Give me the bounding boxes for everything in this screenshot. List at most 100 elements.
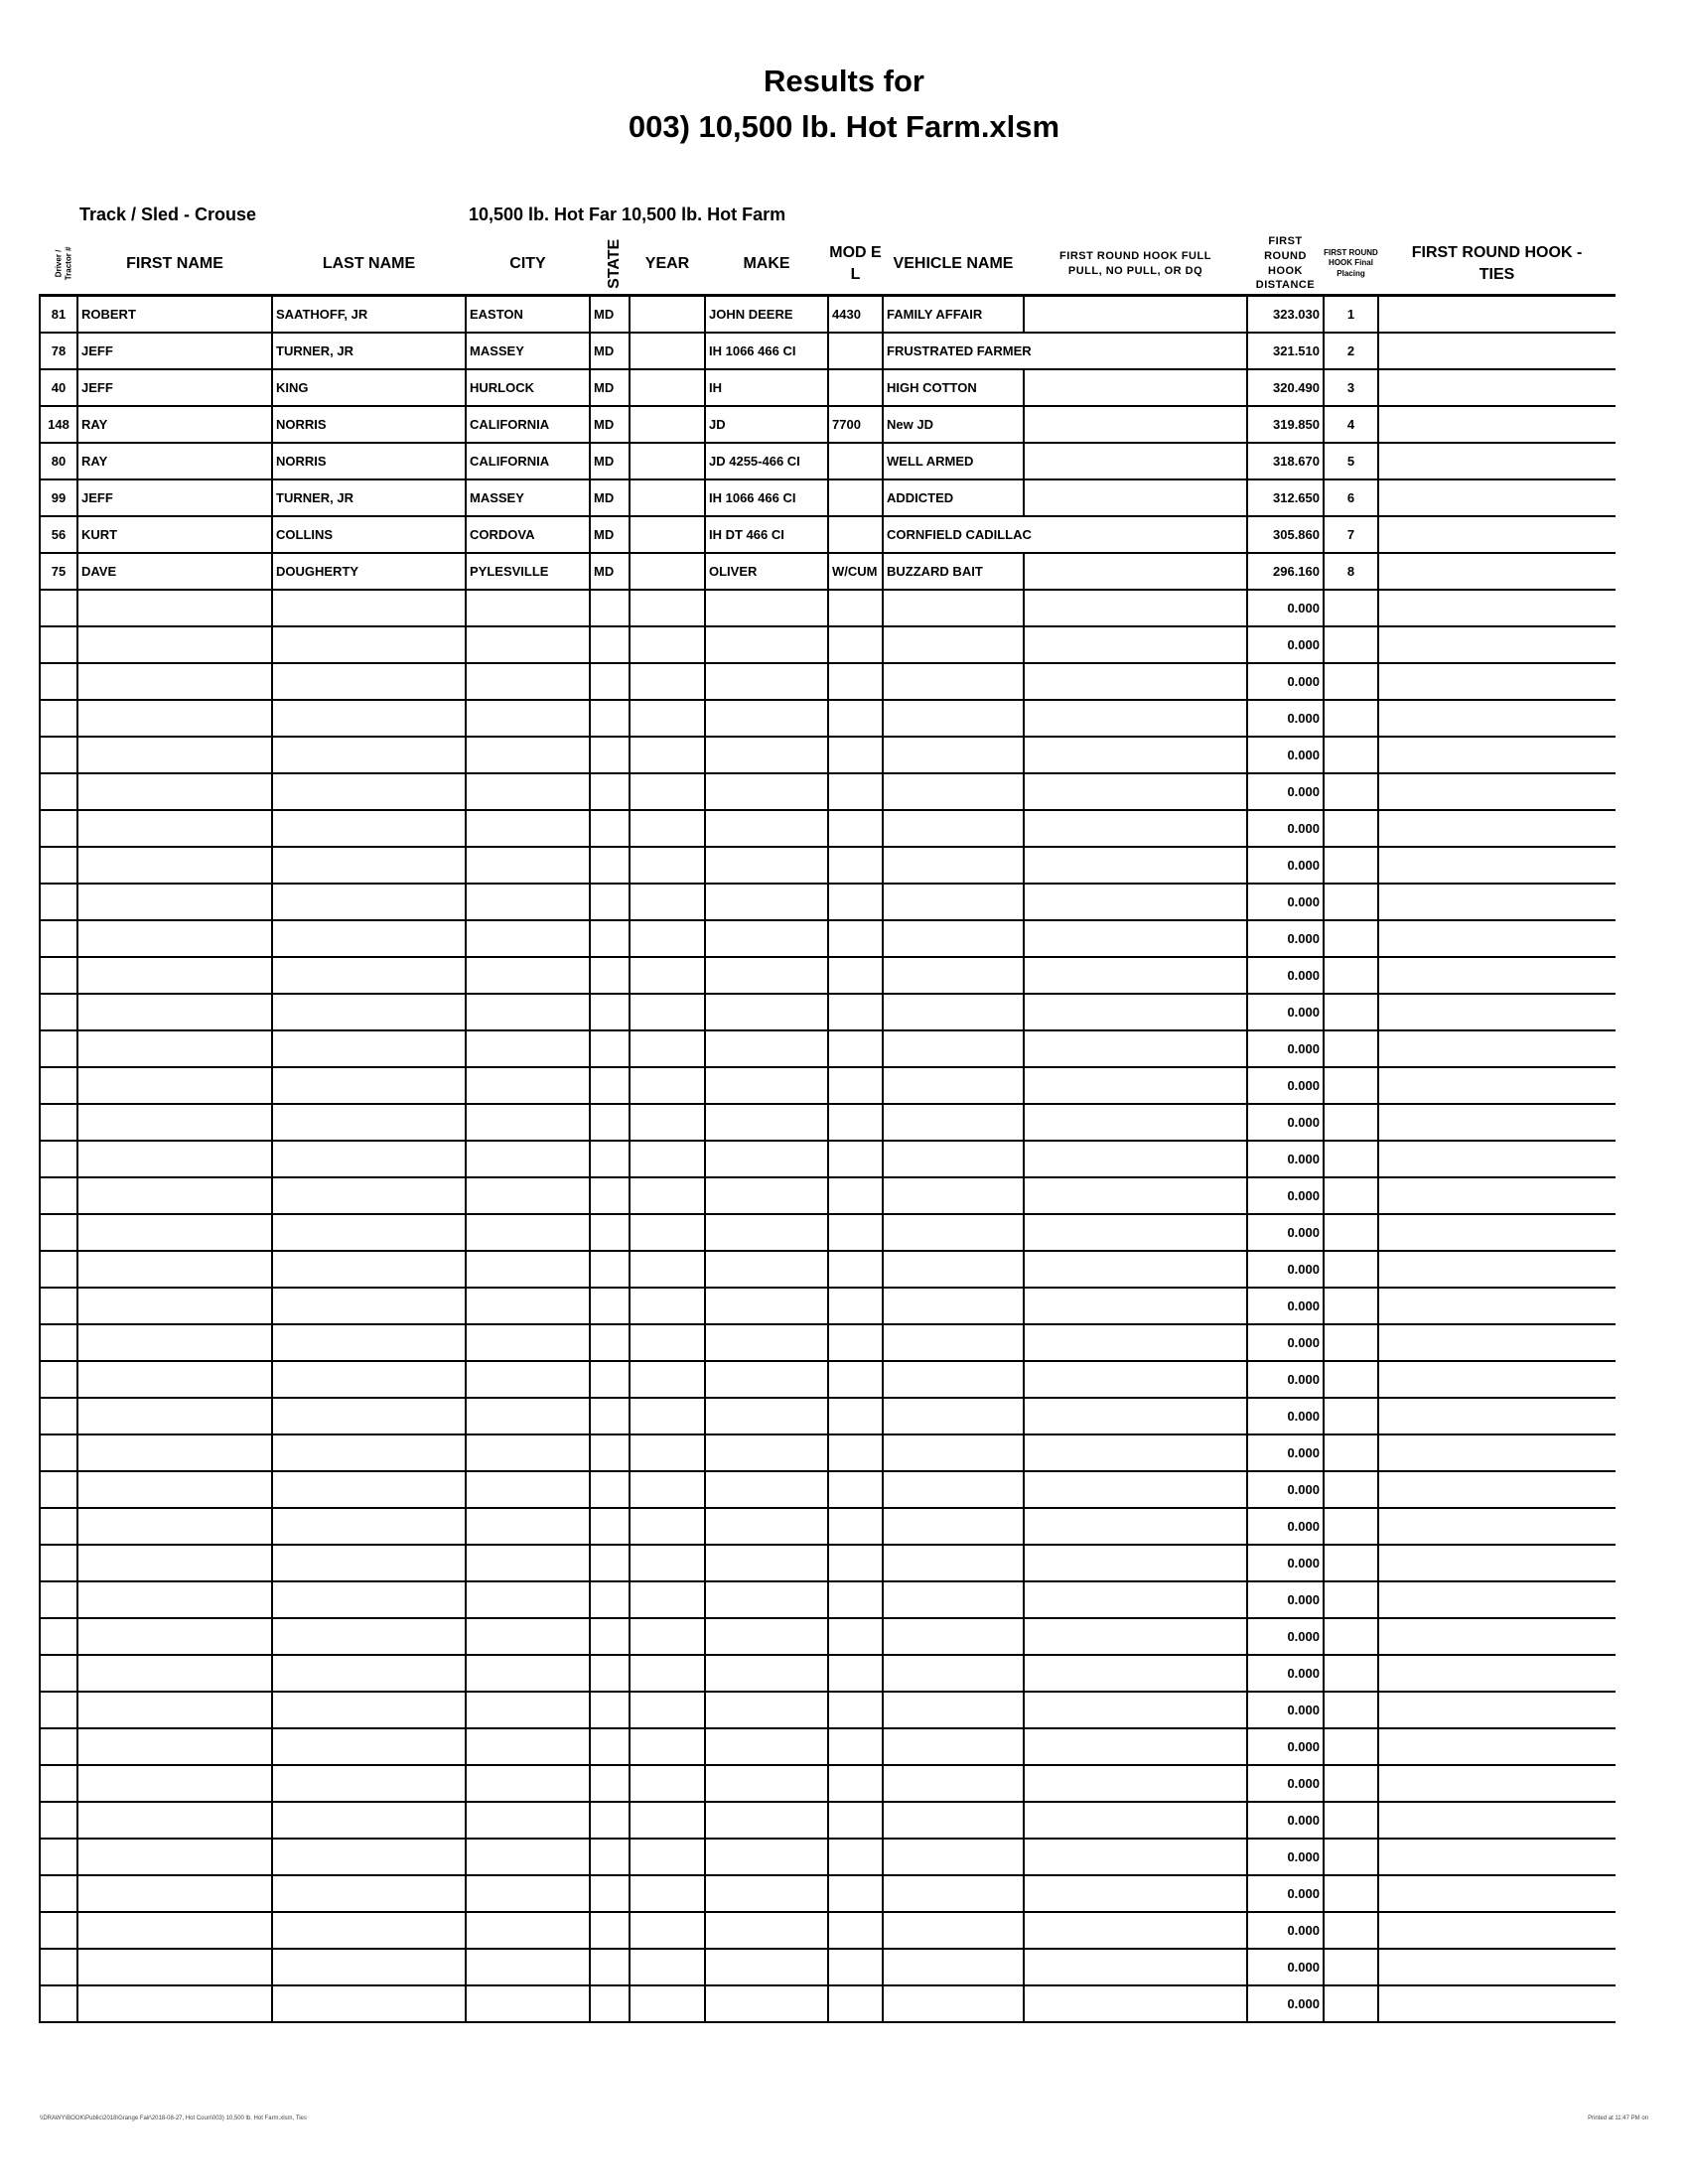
cell-ties: [1377, 1802, 1616, 1840]
cell-model: 4430: [827, 294, 884, 334]
col-ties: FIRST ROUND HOOK - TIES: [1411, 243, 1583, 283]
cell-placing: [1323, 1508, 1379, 1546]
cell-placing: [1323, 1655, 1379, 1693]
cell-make: [704, 773, 829, 811]
cell-state: MD: [589, 479, 631, 517]
cell-driver-number: [39, 1104, 78, 1142]
cell-hook-status: [1023, 1434, 1248, 1472]
cell-year: [629, 1802, 706, 1840]
cell-model: [827, 1104, 884, 1142]
cell-first-name: [76, 1655, 273, 1693]
cell-state: [589, 1949, 631, 1986]
cell-last-name: [271, 1802, 467, 1840]
cell-hook-distance: 296.160: [1246, 553, 1325, 591]
cell-year: [629, 1251, 706, 1289]
cell-placing: [1323, 957, 1379, 995]
cell-make: [704, 1288, 829, 1325]
cell-ties: [1377, 957, 1616, 995]
cell-first-name: [76, 1765, 273, 1803]
cell-make: [704, 1949, 829, 1986]
cell-placing: [1323, 1471, 1379, 1509]
cell-hook-status: [1023, 294, 1248, 334]
cell-driver-number: 81: [39, 294, 78, 334]
col-make: MAKE: [743, 254, 790, 272]
cell-year: [629, 1618, 706, 1656]
cell-hook-distance: 0.000: [1246, 773, 1325, 811]
cell-last-name: [271, 1728, 467, 1766]
cell-first-name: [76, 590, 273, 627]
cell-first-name: [76, 737, 273, 774]
empty-row: 0.000: [39, 920, 1616, 958]
cell-model: [827, 1875, 884, 1913]
cell-driver-number: 56: [39, 516, 78, 554]
cell-year: [629, 700, 706, 738]
cell-year: [629, 994, 706, 1031]
cell-first-name: [76, 1434, 273, 1472]
cell-first-name: [76, 1214, 273, 1252]
cell-ties: [1377, 479, 1616, 517]
cell-last-name: KING: [271, 369, 467, 407]
cell-hook-distance: 0.000: [1246, 1875, 1325, 1913]
empty-row: 0.000: [39, 1581, 1616, 1619]
empty-row: 0.000: [39, 1361, 1616, 1399]
cell-first-name: [76, 1802, 273, 1840]
cell-ties: [1377, 1508, 1616, 1546]
cell-placing: [1323, 1985, 1379, 2023]
cell-driver-number: [39, 773, 78, 811]
cell-model: [827, 1692, 884, 1729]
table-row: 81 ROBERT SAATHOFF, JR EASTON MD JOHN DEERE 44…: [39, 294, 1616, 334]
cell-model: [827, 663, 884, 701]
cell-vehicle-name: [882, 700, 1025, 738]
cell-vehicle-name: FAMILY AFFAIR: [882, 294, 1025, 334]
cell-year: [629, 1728, 706, 1766]
cell-model: [827, 847, 884, 885]
cell-model: [827, 994, 884, 1031]
col-state: STATE: [606, 238, 624, 289]
cell-state: MD: [589, 369, 631, 407]
cell-last-name: DOUGHERTY: [271, 553, 467, 591]
cell-ties: [1377, 516, 1616, 554]
cell-state: [589, 1508, 631, 1546]
cell-placing: [1323, 626, 1379, 664]
cell-year: [629, 1581, 706, 1619]
cell-make: IH DT 466 CI: [704, 516, 829, 554]
cell-vehicle-name: [882, 1251, 1025, 1289]
cell-driver-number: [39, 1067, 78, 1105]
cell-city: [465, 1618, 591, 1656]
cell-hook-distance: 0.000: [1246, 1141, 1325, 1178]
cell-hook-distance: 0.000: [1246, 1324, 1325, 1362]
cell-make: [704, 737, 829, 774]
cell-placing: [1323, 1765, 1379, 1803]
cell-state: MD: [589, 294, 631, 334]
cell-last-name: [271, 1434, 467, 1472]
cell-city: [465, 1949, 591, 1986]
cell-make: [704, 847, 829, 885]
cell-hook-status: [1023, 1067, 1248, 1105]
cell-vehicle-name: [882, 1655, 1025, 1693]
cell-year: [629, 663, 706, 701]
cell-last-name: TURNER, JR: [271, 333, 467, 370]
cell-state: [589, 626, 631, 664]
cell-ties: [1377, 553, 1616, 591]
cell-city: [465, 626, 591, 664]
col-hook-status: FIRST ROUND HOOK FULL PULL, NO PULL, OR …: [1059, 249, 1211, 277]
cell-year: [629, 443, 706, 480]
cell-year: [629, 1692, 706, 1729]
cell-first-name: DAVE: [76, 553, 273, 591]
cell-year: [629, 369, 706, 407]
cell-city: MASSEY: [465, 479, 591, 517]
cell-driver-number: [39, 1434, 78, 1472]
cell-city: [465, 1581, 591, 1619]
cell-vehicle-name: [882, 1508, 1025, 1546]
cell-city: [465, 1141, 591, 1178]
cell-state: [589, 1655, 631, 1693]
cell-state: [589, 1324, 631, 1362]
cell-hook-status: [1023, 810, 1248, 848]
cell-model: [827, 479, 884, 517]
page-title: Results for: [764, 64, 924, 98]
cell-model: [827, 1728, 884, 1766]
cell-state: [589, 1912, 631, 1950]
cell-state: [589, 1251, 631, 1289]
cell-hook-distance: 0.000: [1246, 1912, 1325, 1950]
cell-placing: 5: [1323, 443, 1379, 480]
